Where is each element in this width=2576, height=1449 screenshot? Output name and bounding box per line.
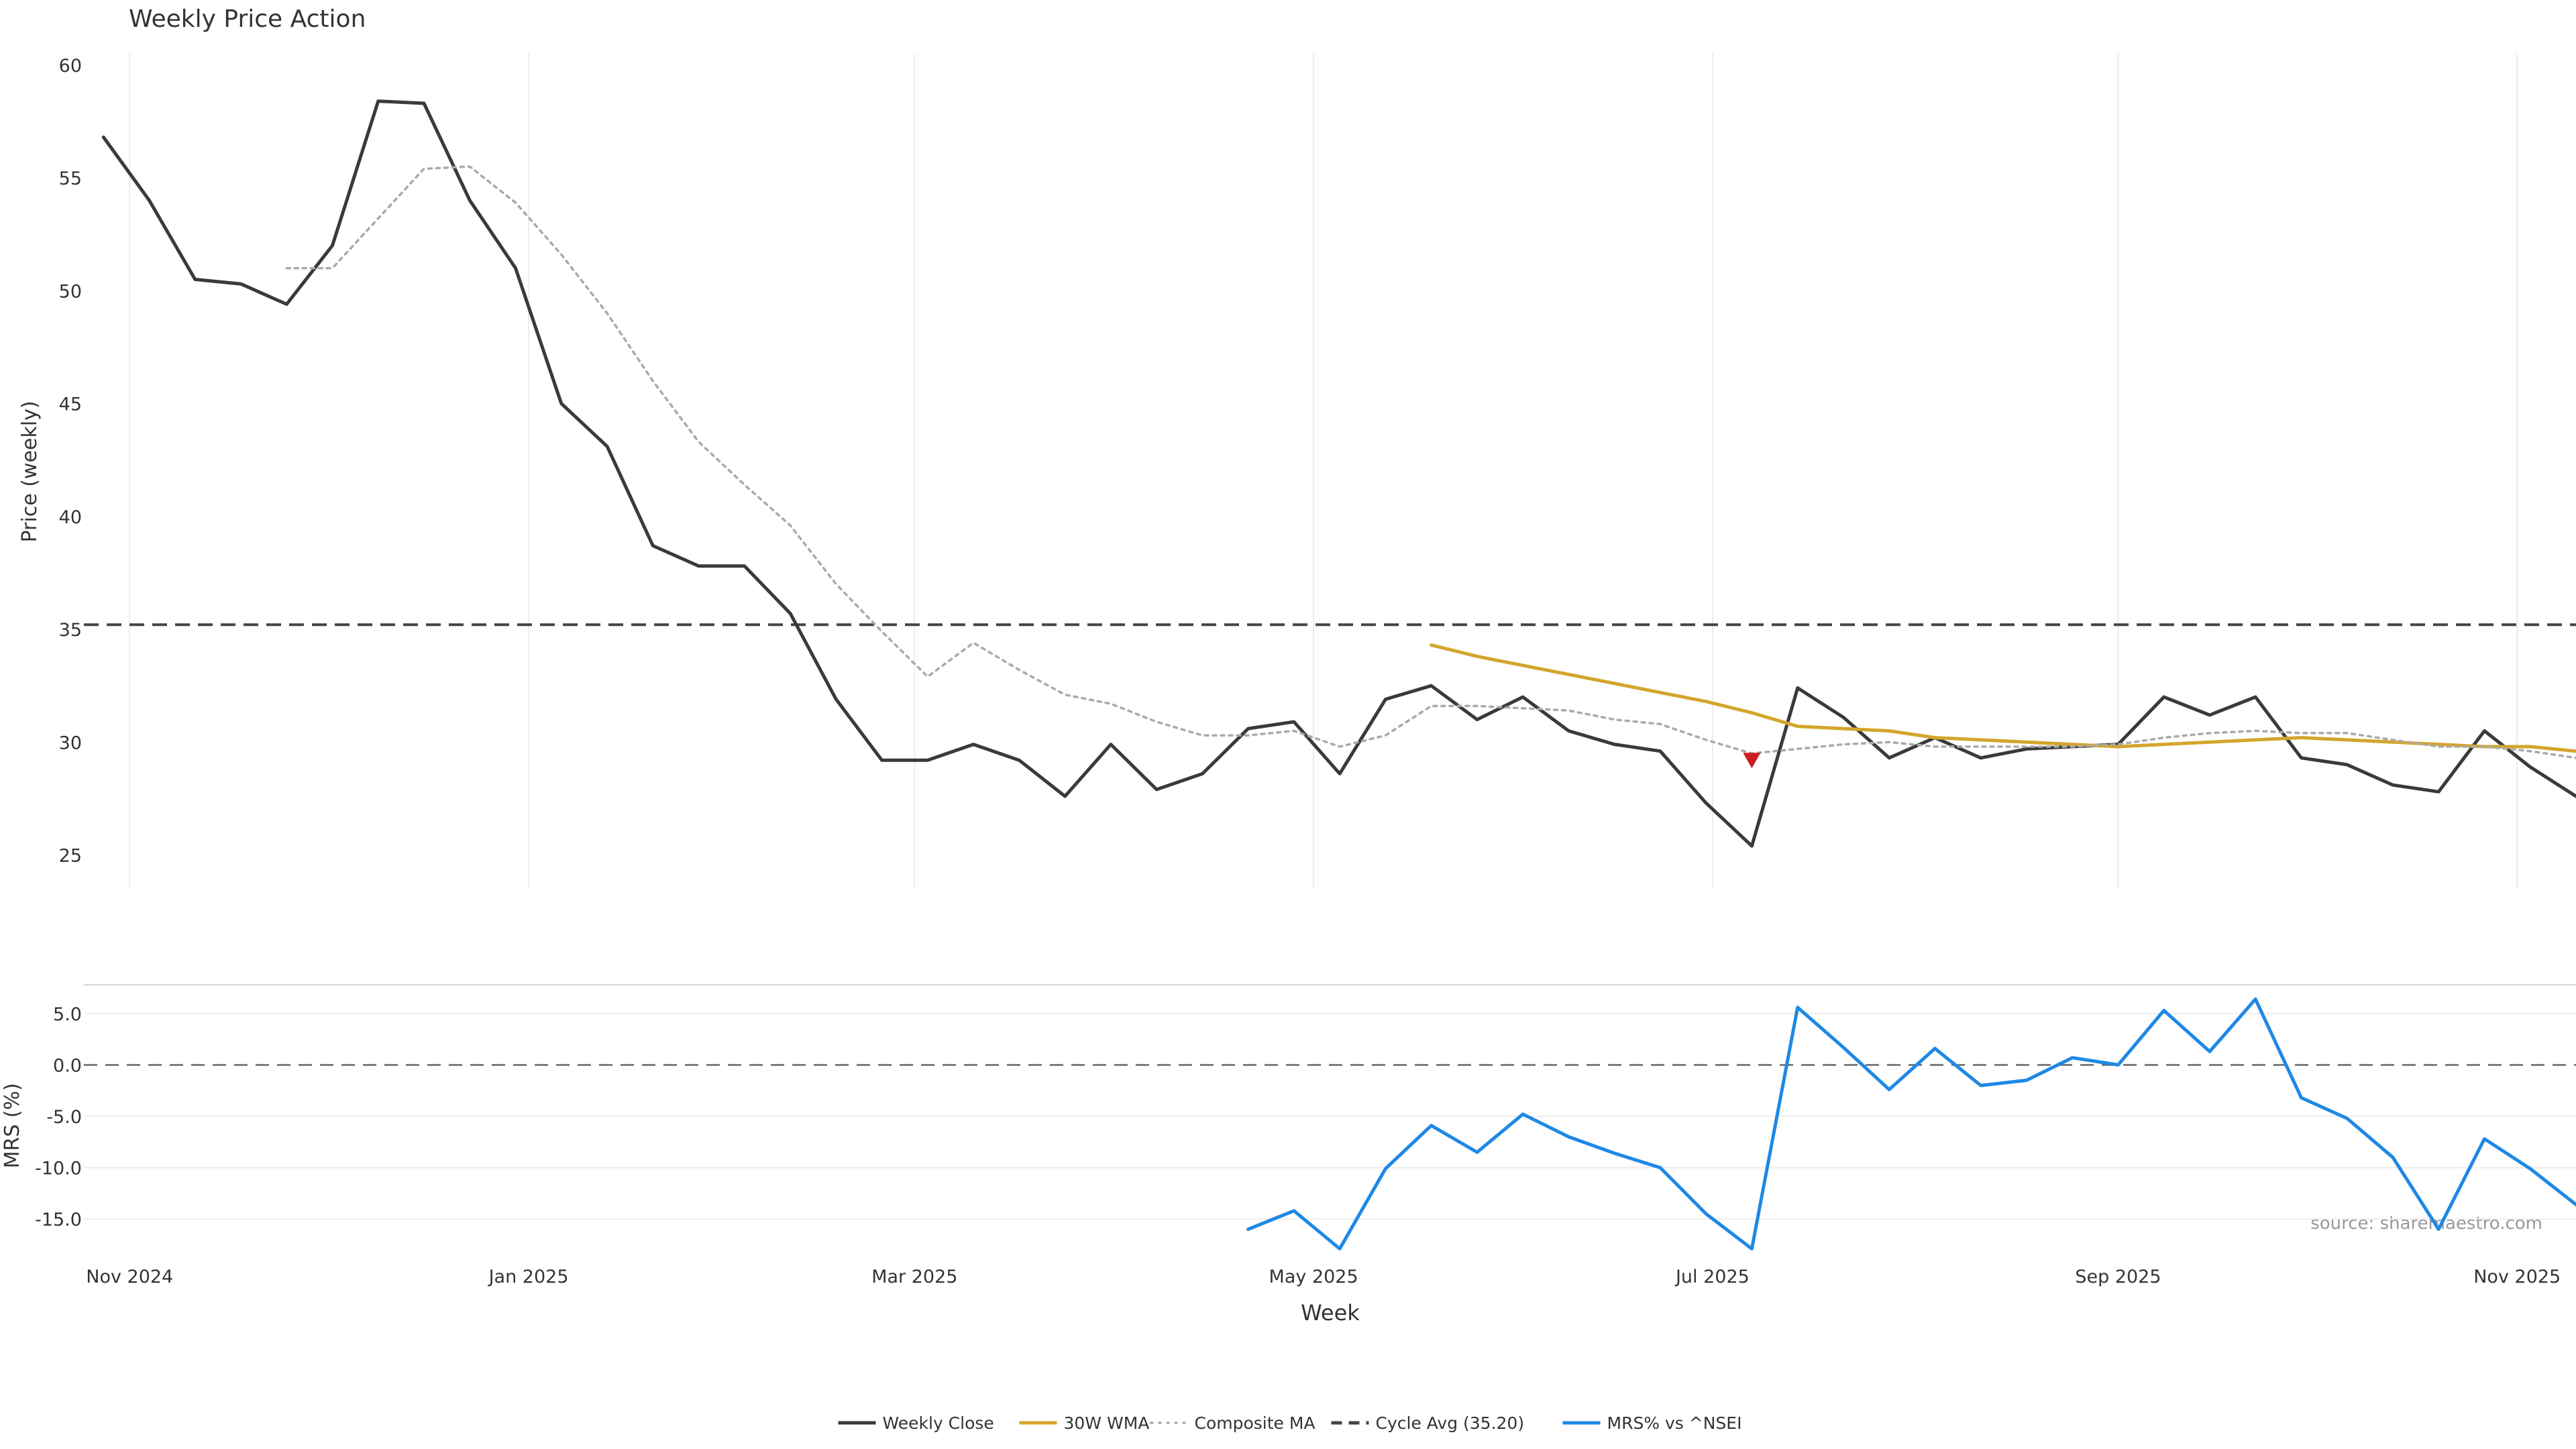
price-y-tick-label-5: 50	[59, 281, 82, 302]
mrs-y-tick-label-3: -10.0	[35, 1159, 82, 1179]
legend-label-30w-wma: 30W WMA	[1064, 1413, 1150, 1433]
series-composite-ma	[285, 165, 2576, 759]
legend-label-weekly-close: Weekly Close	[883, 1413, 994, 1433]
marker-layer	[1743, 753, 1761, 769]
mrs-y-tick-label-2: -5.0	[46, 1107, 82, 1128]
price-y-tick-label-4: 45	[59, 394, 82, 415]
price-axis-label: Price (weekly)	[18, 400, 42, 542]
source-annotation: source: sharemaestro.com	[2310, 1214, 2542, 1234]
mrs-y-ticks: 5.0 0.0 -5.0 -10.0 -15.0	[35, 1004, 82, 1230]
price-y-tick-label-2: 35	[59, 620, 82, 641]
signal-marker-down-triangle	[1743, 753, 1761, 769]
series-mrs-vs-nsei	[1246, 997, 2576, 1250]
mrs-y-tick-label-0: 5.0	[53, 1004, 82, 1025]
x-axis-label: Week	[1301, 1300, 1360, 1326]
series-line-mrs-vs-nsei	[1246, 997, 2576, 1250]
x-tick-label-2: Mar 2025	[871, 1267, 957, 1287]
x-tick-label-6: Nov 2025	[2473, 1267, 2561, 1287]
mrs-axis-label: MRS (%)	[1, 1083, 24, 1168]
legend-label-mrs-vs-nsei: MRS% vs ^NSEI	[1607, 1413, 1742, 1433]
price-y-ticks: 25 30 35 40 45 50 55 60	[59, 56, 82, 867]
x-tick-label-1: Jan 2025	[488, 1267, 569, 1287]
legend: Weekly Close 30W WMA Composite MA Cycle Avg…	[838, 1413, 1742, 1433]
price-grid	[129, 54, 2518, 889]
series-weekly-close	[101, 99, 2576, 848]
series-layer	[101, 99, 2576, 1250]
price-y-tick-label-3: 40	[59, 507, 82, 528]
legend-label-cycle-avg-35-20: Cycle Avg (35.20)	[1376, 1413, 1525, 1433]
price-y-tick-label-1: 30	[59, 733, 82, 753]
x-ticks: Nov 2024 Jan 2025 Mar 2025 May 2025 Jul 2025…	[86, 1267, 2561, 1287]
series-30w-wma	[1430, 643, 2576, 753]
price-y-tick-label-6: 55	[59, 168, 82, 189]
x-tick-label-3: May 2025	[1269, 1267, 1358, 1287]
series-line-30w-wma	[1430, 643, 2576, 753]
chart-title: Weekly Price Action	[129, 5, 366, 33]
x-tick-label-4: Jul 2025	[1674, 1267, 1750, 1287]
x-tick-label-0: Nov 2024	[86, 1267, 173, 1287]
legend-label-composite-ma: Composite MA	[1195, 1413, 1316, 1433]
mrs-y-tick-label-1: 0.0	[53, 1055, 82, 1076]
price-y-tick-label-0: 25	[59, 846, 82, 867]
series-line-weekly-close	[101, 99, 2576, 848]
mrs-y-tick-label-4: -15.0	[35, 1210, 82, 1230]
series-line-composite-ma	[285, 165, 2576, 759]
price-y-tick-label-7: 60	[59, 56, 82, 76]
x-tick-label-5: Sep 2025	[2075, 1267, 2161, 1287]
